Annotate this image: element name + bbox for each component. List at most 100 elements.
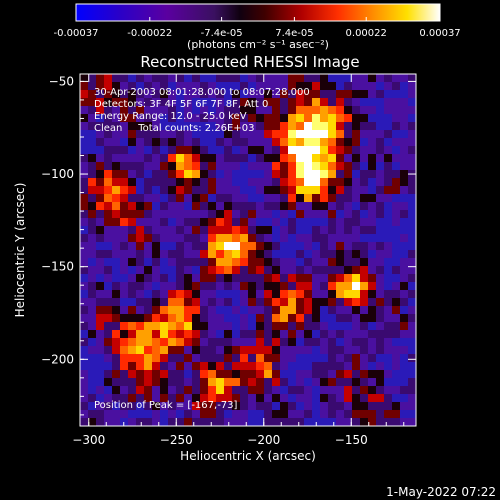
heatmap-cell: [304, 218, 312, 226]
heatmap-cell: [264, 394, 272, 402]
y-axis-label: Heliocentric Y (arcsec): [13, 183, 27, 318]
heatmap-cell: [392, 314, 400, 322]
heatmap-cell: [288, 90, 296, 98]
heatmap-cell: [288, 194, 296, 202]
heatmap-cell: [312, 178, 320, 186]
heatmap-cell: [384, 394, 392, 402]
heatmap-cell: [200, 106, 208, 114]
heatmap-cell: [224, 90, 232, 98]
heatmap-cell: [96, 106, 104, 114]
heatmap-cell: [200, 306, 208, 314]
heatmap-cell: [272, 170, 280, 178]
heatmap-cell: [304, 250, 312, 258]
heatmap-cell: [280, 178, 288, 186]
heatmap-cell: [152, 146, 160, 154]
heatmap-cell: [240, 218, 248, 226]
heatmap-cell: [352, 146, 360, 154]
heatmap-cell: [160, 338, 168, 346]
heatmap-cell: [256, 130, 264, 138]
heatmap-cell: [144, 154, 152, 162]
heatmap-cell: [408, 234, 416, 242]
heatmap-cell: [264, 362, 272, 370]
heatmap-cell: [296, 266, 304, 274]
heatmap-cell: [360, 402, 368, 410]
heatmap-cell: [352, 130, 360, 138]
heatmap-cell: [392, 266, 400, 274]
heatmap-cell: [192, 226, 200, 234]
heatmap-cell: [320, 162, 328, 170]
heatmap-cell: [232, 226, 240, 234]
heatmap-cell: [136, 306, 144, 314]
heatmap-cell: [256, 74, 264, 82]
heatmap-cell: [256, 378, 264, 386]
heatmap-cell: [392, 146, 400, 154]
heatmap-cell: [320, 370, 328, 378]
heatmap-cell: [360, 194, 368, 202]
heatmap-cell: [200, 210, 208, 218]
heatmap-cell: [352, 322, 360, 330]
heatmap-cell: [160, 306, 168, 314]
heatmap-cell: [400, 298, 408, 306]
heatmap-cell: [104, 306, 112, 314]
heatmap-cell: [136, 338, 144, 346]
heatmap-cell: [304, 130, 312, 138]
heatmap-cell: [360, 242, 368, 250]
heatmap-cell: [240, 138, 248, 146]
heatmap-cell: [136, 290, 144, 298]
heatmap-cell: [208, 250, 216, 258]
heatmap-cell: [96, 290, 104, 298]
heatmap-cell: [136, 314, 144, 322]
heatmap-cell: [232, 378, 240, 386]
heatmap-cell: [352, 274, 360, 282]
heatmap-cell: [104, 346, 112, 354]
heatmap-cell: [328, 386, 336, 394]
heatmap-cell: [120, 226, 128, 234]
heatmap-cell: [352, 90, 360, 98]
heatmap-cell: [360, 370, 368, 378]
heatmap-cell: [400, 186, 408, 194]
heatmap-cell: [112, 82, 120, 90]
x-axis-ticks: −300 −250 −200 −150: [72, 74, 405, 447]
heatmap-cell: [272, 346, 280, 354]
heatmap-cell: [376, 202, 384, 210]
heatmap-cell: [248, 218, 256, 226]
heatmap-cell: [216, 290, 224, 298]
heatmap-cell: [240, 82, 248, 90]
heatmap-cell: [248, 210, 256, 218]
heatmap-cell: [136, 178, 144, 186]
heatmap-cell: [144, 274, 152, 282]
heatmap-cell: [184, 290, 192, 298]
heatmap-cell: [136, 298, 144, 306]
heatmap-cell: [104, 210, 112, 218]
heatmap-cell: [224, 418, 232, 426]
heatmap-cell: [384, 314, 392, 322]
heatmap-cell: [160, 234, 168, 242]
heatmap-cell: [336, 314, 344, 322]
heatmap-cell: [96, 386, 104, 394]
heatmap-cell: [352, 370, 360, 378]
heatmap-cell: [344, 98, 352, 106]
heatmap-cell: [304, 202, 312, 210]
heatmap-cell: [360, 322, 368, 330]
heatmap-cell: [376, 314, 384, 322]
heatmap-cell: [240, 106, 248, 114]
heatmap-cell: [96, 186, 104, 194]
heatmap-cell: [160, 290, 168, 298]
heatmap-cell: [368, 282, 376, 290]
heatmap-cell: [184, 410, 192, 418]
heatmap-cell: [240, 410, 248, 418]
heatmap-cell: [288, 266, 296, 274]
heatmap-cell: [96, 394, 104, 402]
heatmap-cell: [144, 162, 152, 170]
heatmap-cell: [296, 114, 304, 122]
heatmap-cell: [168, 362, 176, 370]
heatmap-cell: [368, 266, 376, 274]
heatmap-cell: [288, 386, 296, 394]
heatmap-cell: [104, 154, 112, 162]
heatmap-cell: [240, 354, 248, 362]
heatmap-cell: [344, 210, 352, 218]
heatmap-cell: [192, 130, 200, 138]
heatmap-cell: [208, 274, 216, 282]
heatmap-cell: [312, 370, 320, 378]
heatmap-cell: [408, 338, 416, 346]
